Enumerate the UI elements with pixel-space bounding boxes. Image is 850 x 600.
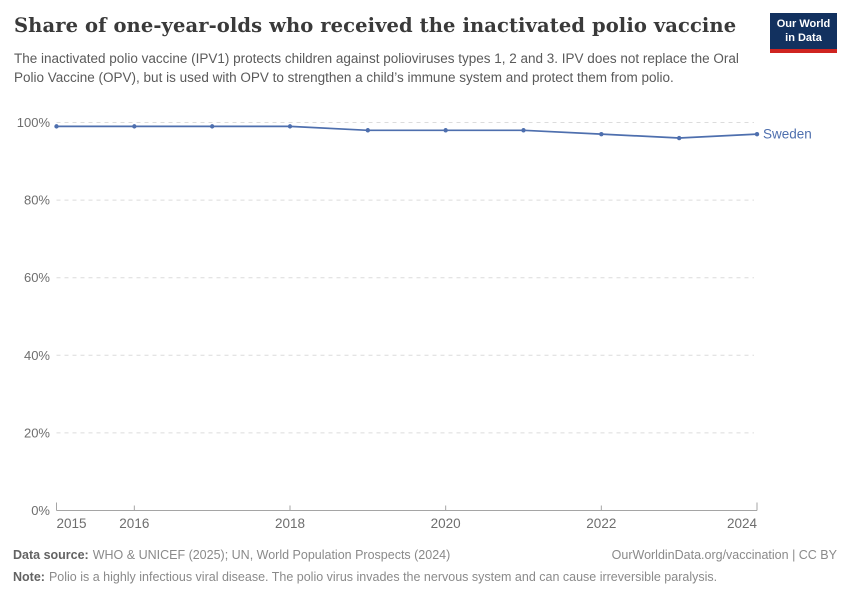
y-tick-label-40: 40%: [24, 348, 50, 363]
y-tick-label-80: 80%: [24, 193, 50, 208]
x-tick-label-2016: 2016: [119, 516, 149, 531]
entity-label-sweden[interactable]: Sweden: [763, 127, 812, 142]
y-tick-label-20: 20%: [24, 425, 50, 440]
chart-subtitle: The inactivated polio vaccine (IPV1) pro…: [14, 51, 739, 85]
owid-logo-line1: Our World: [776, 18, 831, 30]
x-tick-label-2015: 2015: [57, 516, 87, 531]
x-tick-label-2022: 2022: [586, 516, 616, 531]
data-point-sweden-2016[interactable]: [132, 124, 137, 129]
owid-logo: Our World in Data: [770, 13, 837, 53]
page-title: Share of one-year-olds who received the …: [14, 14, 737, 37]
data-point-sweden-2022[interactable]: [599, 131, 604, 137]
chart-footer: Data source: WHO & UNICEF (2025); UN, Wor…: [13, 547, 837, 585]
x-tick-label-2020: 2020: [431, 516, 461, 531]
owid-logo-line2: in Data: [785, 31, 822, 44]
x-tick-label-2018: 2018: [275, 516, 305, 531]
data-source-text: WHO & UNICEF (2025); UN, World Populatio…: [92, 548, 451, 562]
data-point-sweden-2015[interactable]: [54, 124, 59, 129]
data-point-sweden-2018[interactable]: [287, 124, 293, 129]
note-text: Polio is a highly infectious viral disea…: [48, 570, 718, 584]
data-point-sweden-2023[interactable]: [676, 135, 682, 141]
data-source-label: Data source:: [13, 548, 89, 562]
y-tick-label-0: 0%: [31, 503, 50, 518]
data-point-sweden-2020[interactable]: [443, 128, 448, 133]
note-line: Note: Polio is a highly infectious viral …: [13, 569, 837, 585]
x-tick-label-2024: 2024: [727, 516, 758, 531]
y-tick-label-100: 100%: [17, 115, 51, 130]
y-tick-label-60: 60%: [24, 270, 50, 285]
data-source-line: Data source: WHO & UNICEF (2025); UN, Wor…: [13, 547, 450, 563]
rights-text: OurWorldinData.org/vaccination | CC BY: [611, 548, 837, 562]
series-line-sweden: [55, 125, 758, 139]
data-point-sweden-2024[interactable]: [754, 131, 760, 137]
data-point-sweden-2021[interactable]: [521, 128, 526, 133]
data-point-sweden-2019[interactable]: [365, 128, 371, 133]
note-label: Note:: [13, 570, 45, 584]
data-point-sweden-2017[interactable]: [209, 124, 215, 129]
